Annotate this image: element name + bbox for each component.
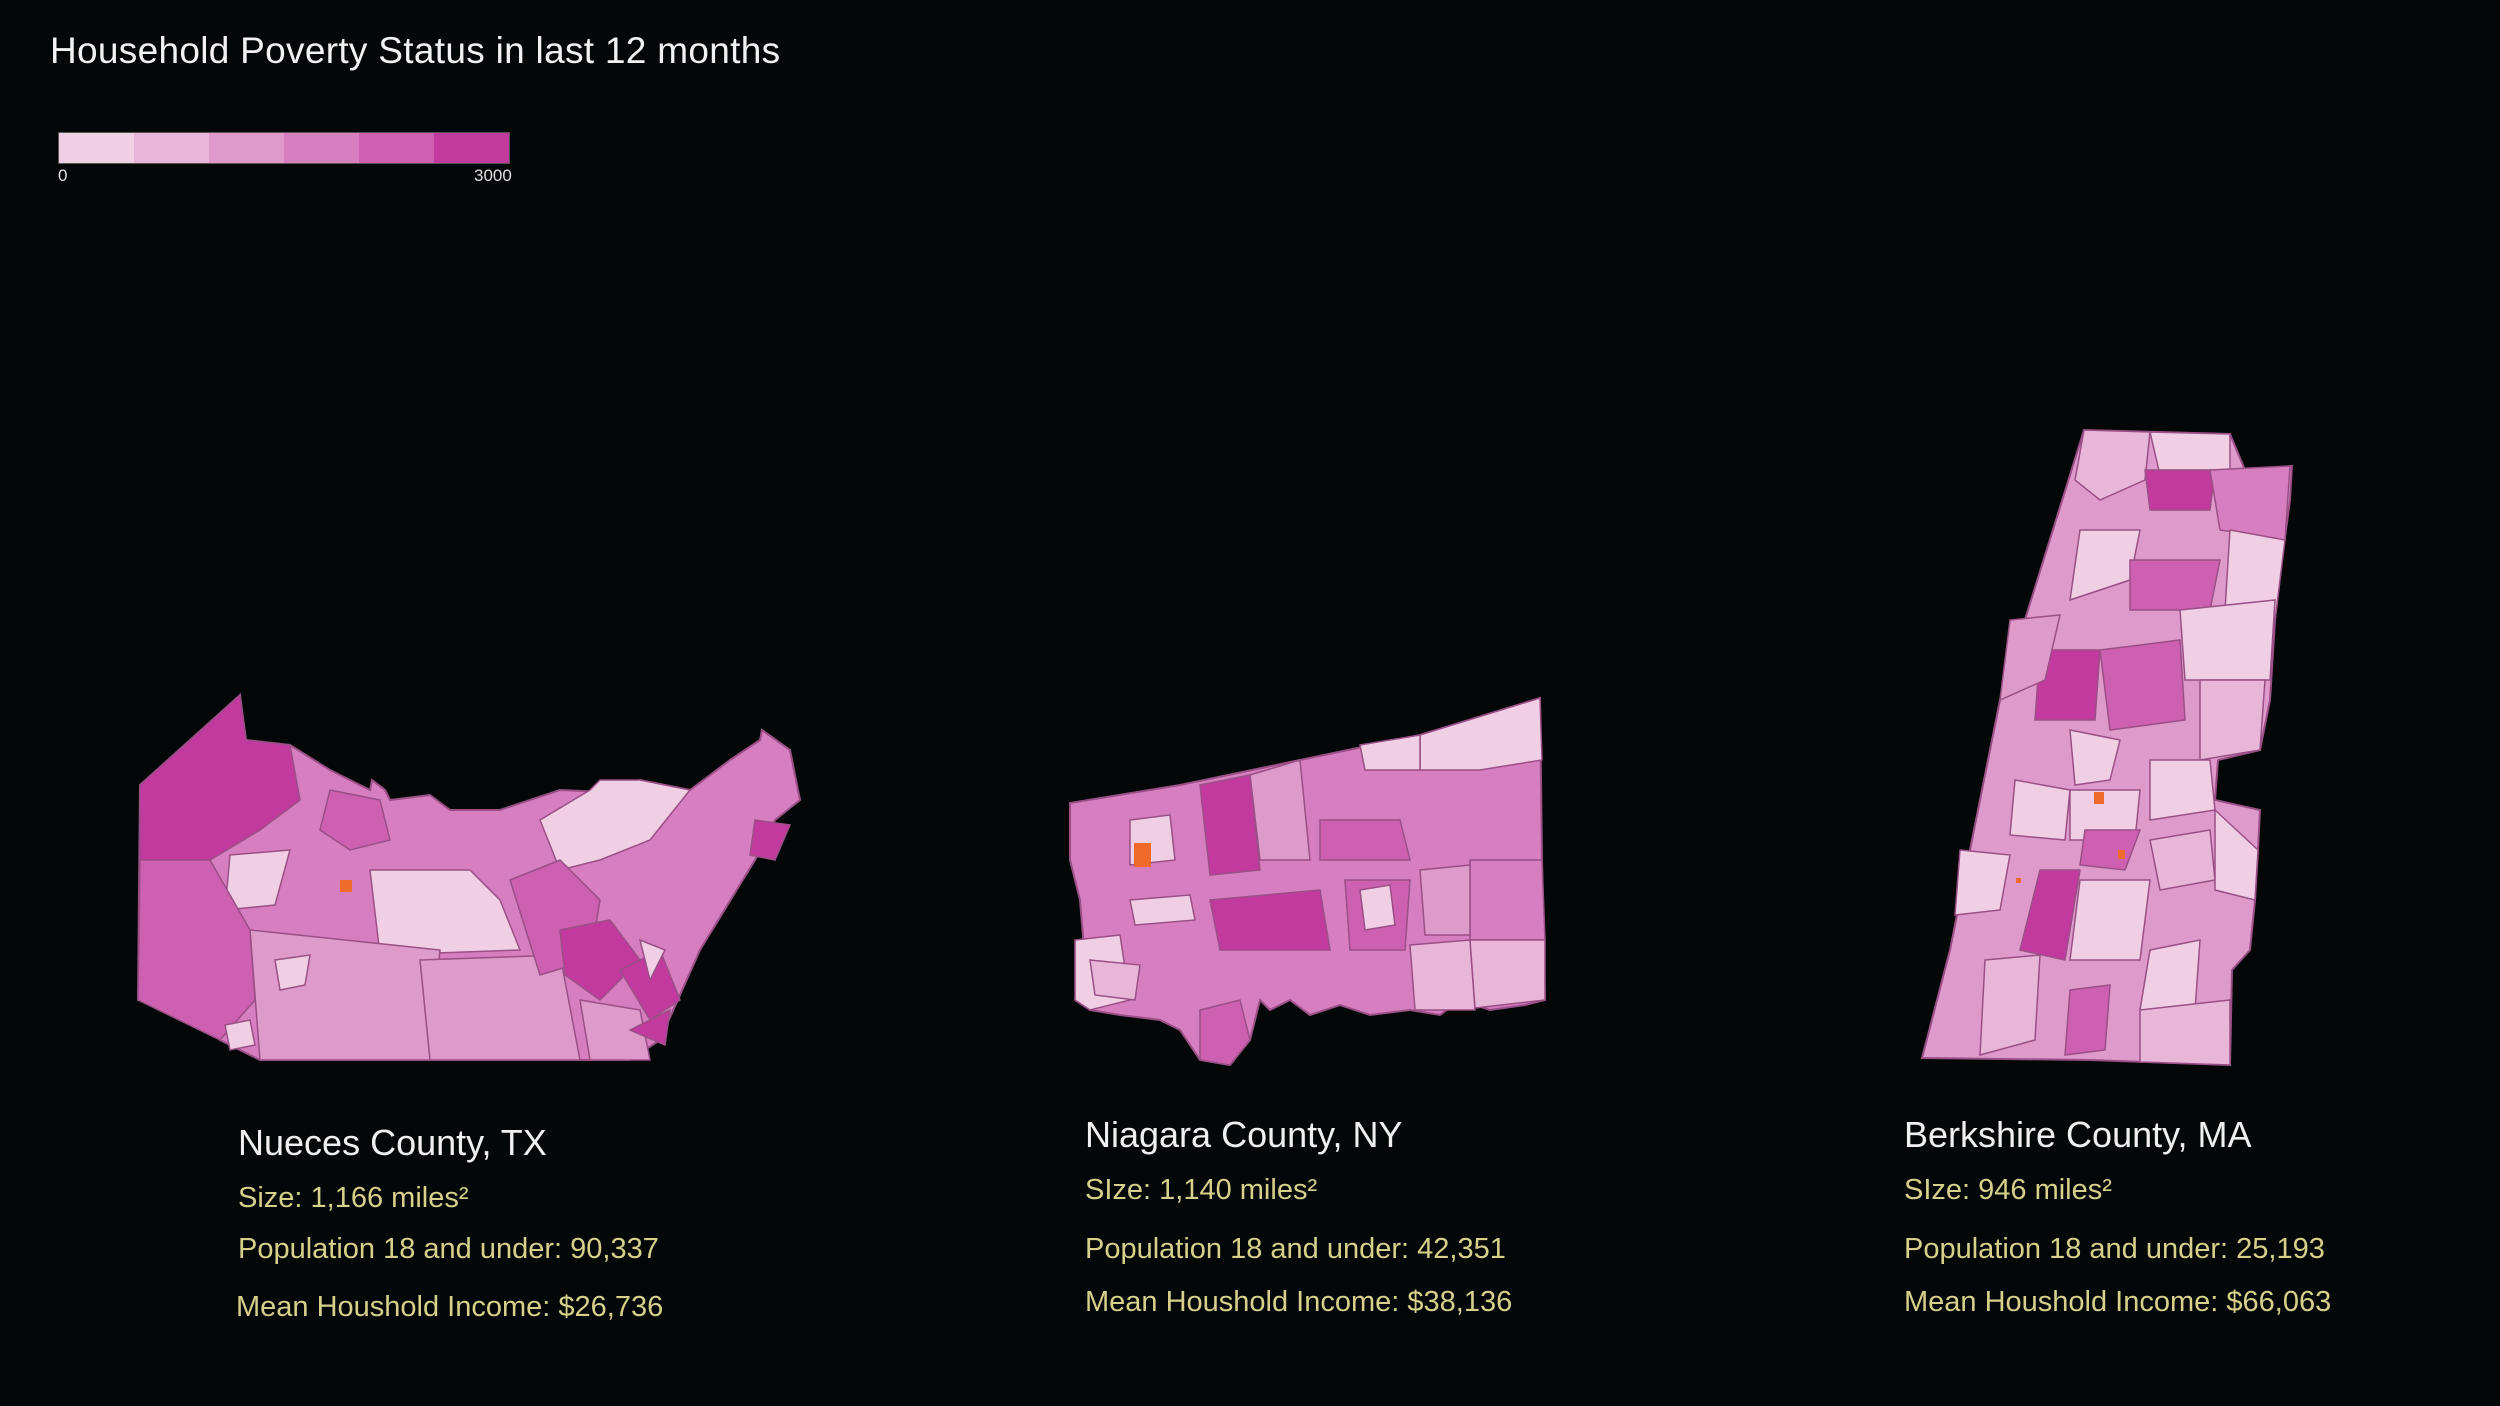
niagara-tract [1469,939,1546,1009]
nueces-tract [369,869,522,956]
legend-swatch [134,133,209,163]
county-income: Mean Houshold Income: $66,063 [1904,1286,2332,1318]
legend-color-bar [58,132,510,164]
county-population: Population 18 and under: 90,337 [238,1233,659,1265]
niagara-highlight-marker [1134,843,1151,867]
legend-swatch [59,133,134,163]
county-income: Mean Houshold Income: $26,736 [236,1291,664,1323]
berkshire-tract [2149,829,2216,891]
nueces-tract [419,954,581,1061]
county-size: SIze: 1,140 miles² [1085,1174,1318,1206]
nueces-tract [638,938,667,983]
county-name: Nueces County, TX [238,1122,547,1163]
niagara-tract [1199,999,1251,1066]
nueces-tract [559,919,641,1001]
berkshire-highlight-marker [2016,878,2021,883]
county-population: Population 18 and under: 42,351 [1085,1233,1506,1265]
berkshire-tract [2069,729,2121,786]
legend-min-label: 0 [58,166,68,185]
berkshire-tract [2144,469,2216,511]
berkshire-tract [2224,529,2286,621]
berkshire-tract [2214,808,2259,901]
niagara-tract [1419,696,1543,771]
legend-swatch [359,133,434,163]
berkshire-tract [2074,429,2151,501]
county-size: SIze: 946 miles² [1904,1174,2112,1206]
county-income: Mean Houshold Income: $38,136 [1085,1286,1513,1318]
county-info-berkshire: Berkshire County, MA SIze: 946 miles² Po… [1904,1114,2331,1319]
map-title: Household Poverty Status in last 12 mont… [50,30,781,71]
berkshire-tract [2069,879,2151,961]
berkshire-county-map [1920,428,2294,1067]
niagara-tract [1319,819,1411,861]
county-population: Population 18 and under: 25,193 [1904,1233,2325,1265]
legend-max-label: 3000 [474,166,512,185]
berkshire-tract [2149,759,2216,821]
nueces-tract [579,999,651,1061]
nueces-tract [274,954,311,991]
berkshire-tract [2209,465,2291,541]
nueces-highlight-marker [340,880,352,892]
nueces-tract [539,779,692,871]
legend-swatch [434,133,509,163]
niagara-tract [1249,759,1311,861]
berkshire-tract [1979,954,2041,1056]
berkshire-tract [2139,999,2231,1066]
nueces-tract [224,1019,256,1051]
berkshire-tract [2199,679,2266,761]
niagara-tract [1409,939,1476,1011]
niagara-tract [1129,894,1196,926]
legend-swatch [284,133,359,163]
nueces-tract [628,1008,671,1047]
berkshire-tract [2179,599,2276,681]
county-info-nueces: Nueces County, TX Size: 1,166 miles² Pop… [236,1122,664,1324]
nueces-tract [749,819,792,861]
county-size: Size: 1,166 miles² [238,1182,469,1214]
berkshire-highlight-marker [2118,850,2125,859]
county-name: Niagara County, NY [1085,1114,1403,1155]
berkshire-highlight-marker [2094,792,2104,804]
niagara-tract [1209,889,1331,951]
niagara-tract [1089,959,1141,1001]
berkshire-tract [2099,639,2186,731]
county-name: Berkshire County, MA [1904,1114,2252,1155]
berkshire-tract [2129,559,2221,611]
niagara-tract [1419,864,1471,936]
niagara-tract [1469,859,1546,941]
legend-swatch [209,133,284,163]
berkshire-tract [2034,649,2101,721]
niagara-tract [1359,884,1396,931]
nueces-tract [319,789,391,851]
color-legend: 0 3000 [58,132,528,186]
county-info-niagara: Niagara County, NY SIze: 1,140 miles² Po… [1085,1114,1512,1319]
nueces-tract [249,929,441,1061]
niagara-county-map [1069,696,1547,1067]
niagara-tract [1199,774,1261,876]
berkshire-tract [2019,869,2081,961]
berkshire-tract [1999,614,2061,702]
berkshire-tract [2009,779,2071,841]
nueces-tract [137,859,256,1041]
niagara-tract [1359,734,1421,771]
berkshire-tract [1954,849,2011,916]
berkshire-tract [2149,431,2231,476]
berkshire-tract [2079,829,2142,871]
nueces-county-map [136,692,802,1061]
berkshire-tract [2064,984,2111,1056]
